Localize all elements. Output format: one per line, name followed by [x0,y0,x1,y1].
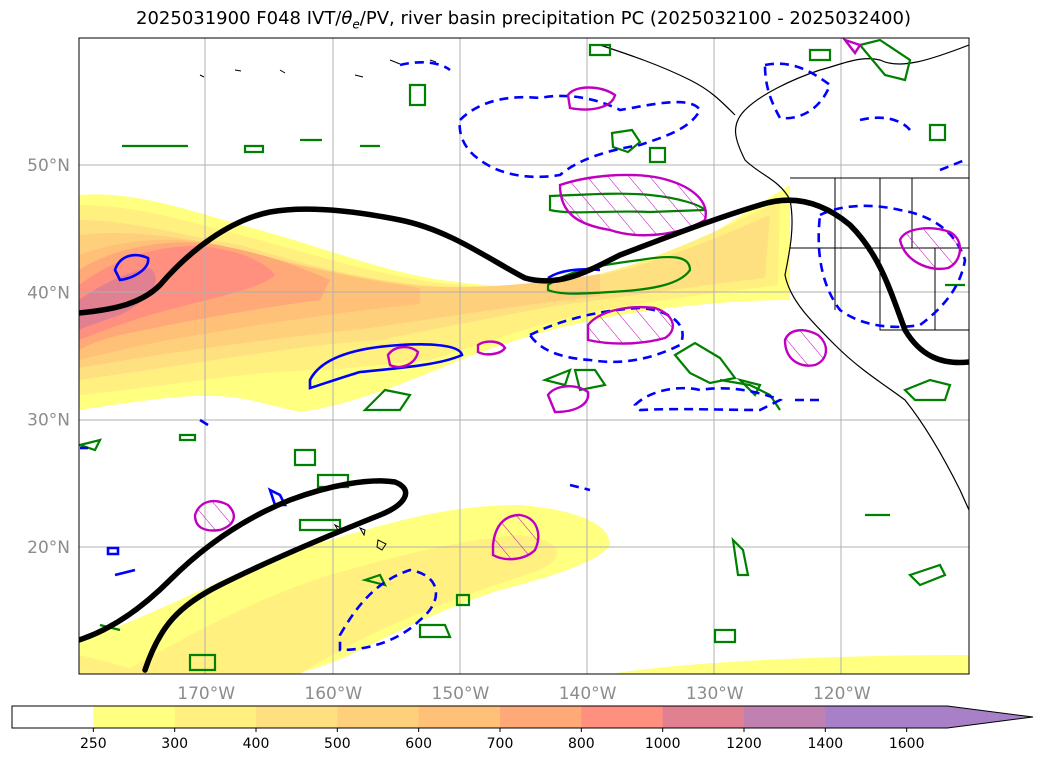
colorbar-tick-label: 600 [405,736,432,752]
colorbar-tick-label: 1400 [808,736,844,752]
colorbar-tick-label: 1200 [726,736,762,752]
lon-tick-labels: 170°W 160°W 150°W 140°W 130°W 120°W [177,684,871,704]
colorbar-outline [11,705,1034,729]
colorbar-swatch [12,706,94,728]
hatched-pc-contours [193,38,962,561]
colorbar-tick-label: 800 [568,736,595,752]
map-layers [79,38,969,674]
lon-tick-label: 140°W [559,684,617,704]
colorbar-tick-label: 1000 [645,736,681,752]
colorbar-tick-label: 400 [243,736,270,752]
colorbar-extend-arrow [906,706,1033,728]
lat-tick-labels: 50°N 40°N 30°N 20°N [27,156,70,558]
map-border [78,37,970,675]
colorbar-swatch [256,706,338,728]
lat-tick-label: 20°N [27,538,70,558]
colorbar: 250 300 400 500 600 700 800 1000 1200 1400 1600 [11,705,1034,752]
colorbar-tick-label: 250 [80,736,107,752]
colorbar-tick-label: 700 [487,736,514,752]
colorbar-swatch [174,706,257,728]
lat-tick-label: 50°N [27,156,70,176]
colorbar-swatch [337,706,420,728]
lon-tick-label: 170°W [177,684,235,704]
colorbar-swatch [93,706,176,728]
colorbar-swatch [500,706,582,728]
lon-tick-label: 160°W [304,684,362,704]
colorbar-tick-label: 1600 [889,736,925,752]
lat-tick-label: 30°N [27,411,70,431]
lat-tick-label: 40°N [27,283,70,303]
pv-contours [80,60,967,652]
colorbar-swatch [418,706,501,728]
colorbar-swatch [581,706,664,728]
lon-tick-label: 120°W [813,684,871,704]
colorbar-tick-label: 500 [324,736,351,752]
chart-title: 2025031900 F048 IVT/θe/PV, river basin p… [136,8,911,32]
lon-tick-label: 150°W [432,684,490,704]
colorbar-swatch [662,706,745,728]
colorbar-swatch [744,706,826,728]
colorbar-swatch [825,706,908,728]
lon-tick-label: 130°W [686,684,744,704]
theta-e-contours [79,197,969,673]
colorbar-tick-label: 300 [161,736,188,752]
